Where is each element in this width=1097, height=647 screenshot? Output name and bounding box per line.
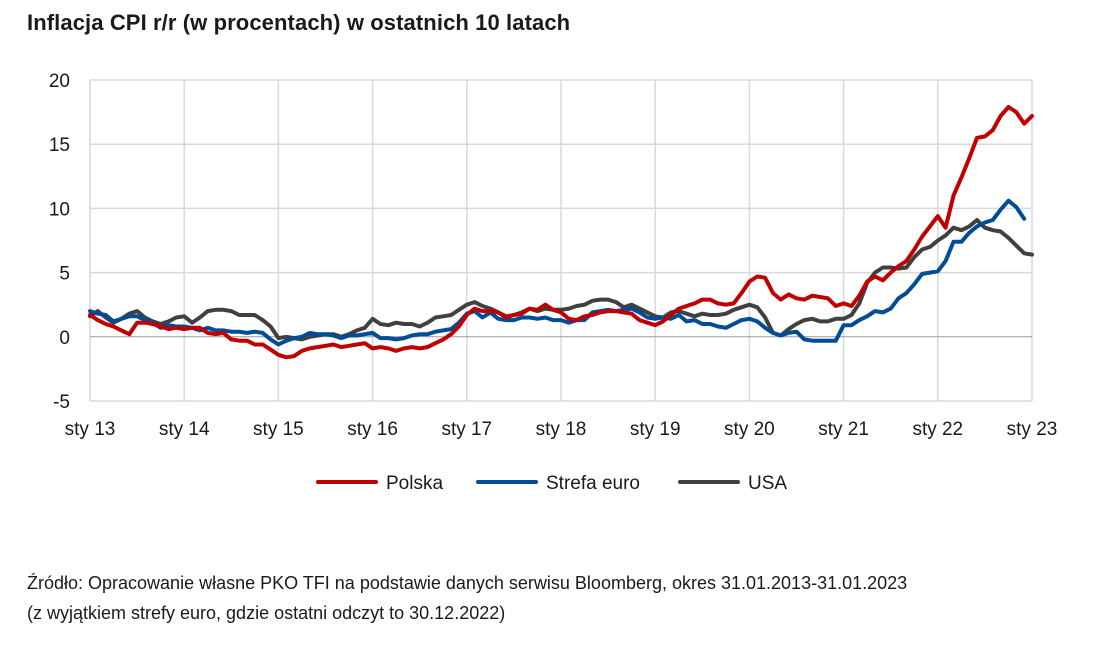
x-tick-label: sty 22 — [912, 419, 963, 440]
series-lines — [88, 105, 1034, 360]
legend: Polska Strefa euro USA — [316, 473, 787, 494]
x-tick-label: sty 19 — [630, 419, 681, 440]
grid-lines — [89, 79, 1033, 402]
series-line-usa — [88, 218, 1034, 342]
x-tick-label: sty 21 — [818, 419, 869, 440]
y-tick-label: 20 — [49, 71, 70, 92]
source-line-2: (z wyjątkiem strefy euro, gdzie ostatni … — [27, 603, 506, 623]
x-tick-label: sty 20 — [724, 419, 775, 440]
source-line-1: Źródło: Opracowanie własne PKO TFI na po… — [27, 573, 908, 593]
legend-label: Polska — [386, 473, 443, 494]
x-tick-label: sty 17 — [441, 419, 492, 440]
series-line-strefa-euro — [88, 198, 1027, 347]
source-note: Źródło: Opracowanie własne PKO TFI na po… — [27, 568, 907, 628]
x-tick-label: sty 13 — [65, 419, 116, 440]
series-line-polska — [88, 105, 1034, 360]
y-tick-label: 5 — [59, 264, 70, 285]
x-tick-label: sty 18 — [536, 419, 587, 440]
y-tick-label: 15 — [49, 135, 70, 156]
y-tick-label: -5 — [53, 392, 70, 413]
legend-label: Strefa euro — [546, 473, 640, 494]
x-tick-label: sty 15 — [253, 419, 304, 440]
y-axis-ticks: -5 0 5 10 15 20 — [49, 71, 70, 413]
x-tick-label: sty 23 — [1007, 419, 1058, 440]
legend-label: USA — [748, 473, 787, 494]
x-axis-ticks: sty 13 sty 14 sty 15 sty 16 sty 17 sty 18 sty … — [65, 419, 1058, 440]
y-tick-label: 0 — [59, 328, 70, 349]
x-tick-label: sty 16 — [347, 419, 398, 440]
chart-title: Inflacja CPI r/r (w procentach) w ostatn… — [27, 10, 571, 35]
y-tick-label: 10 — [49, 199, 70, 220]
x-tick-label: sty 14 — [159, 419, 210, 440]
